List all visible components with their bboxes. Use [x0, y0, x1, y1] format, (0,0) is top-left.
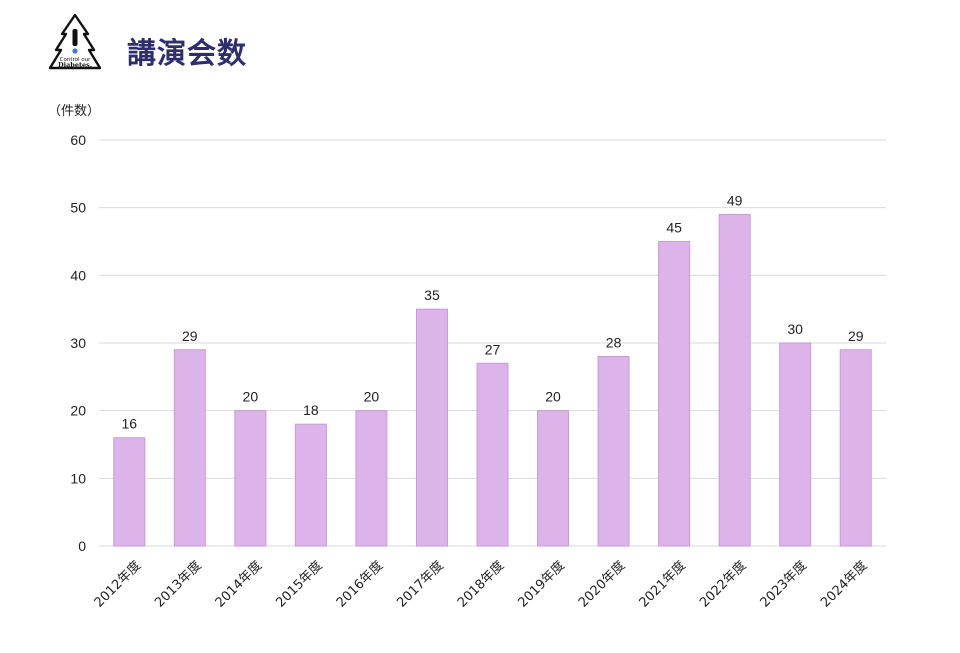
x-tick-label: 2024年度	[817, 558, 870, 611]
page-title: 講演会数	[127, 36, 248, 70]
tree-outline-icon	[48, 13, 102, 70]
y-axis-label: （件数）	[48, 104, 101, 119]
bar	[476, 362, 509, 547]
data-label: 49	[727, 192, 743, 208]
x-tick-label: 2015年度	[273, 558, 326, 611]
data-label: 20	[545, 389, 561, 405]
y-tick-label: 50	[70, 200, 86, 216]
logo: Control our Diabetes.	[48, 13, 102, 70]
x-tick-label: 2016年度	[333, 558, 386, 611]
bar	[113, 437, 146, 547]
x-tick-label: 2012年度	[91, 558, 144, 611]
logo-text-line1: Control our	[60, 57, 91, 63]
x-tick-label: 2018年度	[454, 558, 507, 611]
bar	[839, 349, 872, 547]
data-label: 28	[606, 335, 622, 351]
data-label: 20	[243, 389, 259, 405]
bar	[173, 349, 206, 547]
y-tick-label: 40	[70, 267, 86, 283]
data-label: 45	[666, 220, 682, 236]
data-label: 30	[787, 321, 803, 337]
bar	[294, 423, 327, 547]
bar	[234, 410, 267, 547]
bar	[718, 213, 751, 547]
x-tick-label: 2014年度	[212, 558, 265, 611]
x-tick-label: 2013年度	[152, 558, 205, 611]
x-tick-label: 2022年度	[696, 558, 749, 611]
bar	[355, 410, 388, 547]
logo-text-line2: Diabetes.	[58, 61, 92, 69]
x-tick-label: 2020年度	[575, 558, 628, 611]
x-tick-label: 2023年度	[757, 558, 810, 611]
bar	[537, 410, 570, 547]
bar	[415, 308, 448, 547]
data-label: 35	[424, 287, 440, 303]
exclamation-bar-icon	[72, 29, 78, 46]
y-tick-label: 60	[70, 132, 86, 148]
y-tick-label: 20	[70, 403, 86, 419]
data-label: 29	[848, 328, 864, 344]
data-label: 20	[364, 389, 380, 405]
y-tick-label: 10	[70, 470, 86, 486]
data-label: 18	[303, 402, 319, 418]
y-tick-label: 30	[70, 335, 86, 351]
data-label: 27	[485, 341, 501, 357]
data-label: 16	[121, 416, 137, 432]
x-tick-label: 2019年度	[515, 558, 568, 611]
x-tick-label: 2021年度	[636, 558, 689, 611]
y-tick-label: 0	[78, 538, 86, 554]
bar	[779, 342, 812, 547]
data-label: 29	[182, 328, 198, 344]
bar	[658, 241, 691, 547]
exclamation-dot-icon	[72, 48, 78, 54]
x-tick-label: 2017年度	[394, 558, 447, 611]
bar	[597, 356, 630, 547]
